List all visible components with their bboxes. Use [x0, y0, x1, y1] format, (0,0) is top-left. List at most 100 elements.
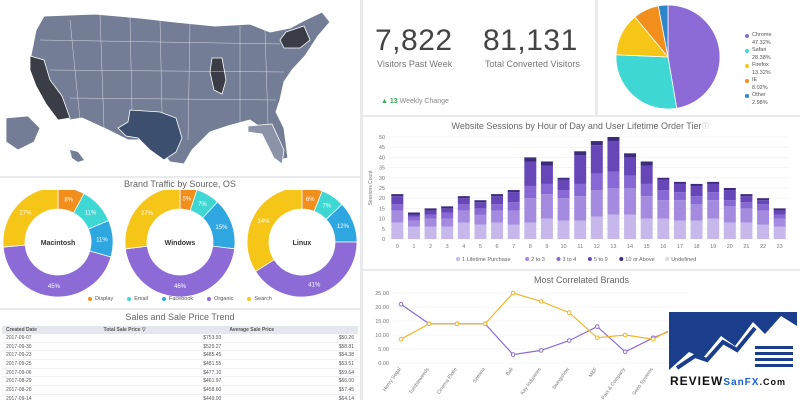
donut-legend-item-organic[interactable]: Organic [207, 296, 233, 302]
bar-segment[interactable] [607, 137, 620, 142]
bar-segment[interactable] [540, 165, 553, 184]
bar-segment[interactable] [707, 181, 720, 184]
bar-segment[interactable] [424, 210, 437, 215]
bar-segment[interactable] [624, 157, 637, 176]
table-row[interactable]: 2017-09-14 $449.00 $64.14 [2, 394, 358, 400]
data-point[interactable] [510, 352, 516, 357]
bar-segment[interactable] [657, 218, 670, 239]
bar-segment[interactable] [740, 196, 753, 203]
bar-segment[interactable] [574, 183, 587, 197]
bar-segment[interactable] [657, 177, 670, 180]
bar-segment[interactable] [740, 202, 753, 209]
state-california[interactable] [29, 55, 71, 121]
data-point[interactable] [594, 335, 600, 341]
data-point[interactable] [482, 321, 488, 327]
bar-segment[interactable] [624, 188, 637, 215]
bar-segment[interactable] [574, 220, 587, 239]
bar-segment[interactable] [590, 216, 603, 239]
bar-segment[interactable] [657, 179, 670, 191]
bar-segment[interactable] [590, 173, 603, 191]
legend-item-safari[interactable]: Safari [745, 47, 772, 55]
bar-segment[interactable] [690, 204, 703, 221]
bar-segment[interactable] [474, 214, 487, 225]
data-point[interactable] [398, 336, 404, 342]
bar-segment[interactable] [391, 222, 404, 239]
bar-segment[interactable] [624, 175, 637, 188]
bar-segment[interactable] [507, 190, 520, 193]
bar-segment[interactable] [457, 198, 470, 205]
bar-segment[interactable] [574, 196, 587, 221]
bar-segment[interactable] [723, 190, 736, 201]
bar-segment[interactable] [424, 208, 437, 211]
bar-segment[interactable] [407, 214, 420, 217]
state-texas[interactable] [117, 109, 183, 161]
bar-segment[interactable] [524, 161, 537, 186]
data-point[interactable] [510, 290, 516, 296]
bar-segment[interactable] [657, 190, 670, 201]
bar-segment[interactable] [540, 161, 553, 166]
bar-segment[interactable] [407, 216, 420, 221]
data-point[interactable] [454, 321, 460, 327]
bar-segment[interactable] [474, 224, 487, 239]
legend-item-other[interactable]: Other [745, 92, 772, 100]
bar-segment[interactable] [673, 220, 686, 239]
bar-segment[interactable] [557, 220, 570, 239]
bar-segment[interactable] [507, 210, 520, 225]
data-point[interactable] [566, 338, 572, 343]
bar-segment[interactable] [607, 171, 620, 188]
bar-segment[interactable] [673, 192, 686, 201]
bar-segment[interactable] [757, 210, 770, 225]
donut-legend-item-email[interactable]: Email [127, 296, 148, 302]
donut-slice[interactable] [255, 241, 358, 298]
bar-segment[interactable] [391, 204, 404, 211]
bar-segment[interactable] [491, 196, 504, 205]
col-average-sale-price[interactable]: Average Sale Price [225, 326, 358, 334]
bar-segment[interactable] [391, 194, 404, 197]
bar-segment[interactable] [407, 212, 420, 215]
bar-segment[interactable] [540, 194, 553, 219]
bar-segment[interactable] [407, 226, 420, 239]
bar-segment[interactable] [441, 218, 454, 227]
bar-segment[interactable] [457, 196, 470, 199]
table-row[interactable]: 2017-08-29 $461.97 $66.00 [2, 376, 358, 387]
bar-segment[interactable] [507, 192, 520, 203]
data-point[interactable] [594, 324, 600, 329]
bar-segment[interactable] [607, 214, 620, 239]
data-point[interactable] [538, 299, 544, 304]
bar-segment[interactable] [491, 194, 504, 197]
table-row[interactable]: 2017-09-07 $753.93 $50.26 [2, 334, 358, 343]
bar-segment[interactable] [657, 200, 670, 219]
bar-legend-label[interactable]: 5 to 9 [594, 257, 608, 263]
pie-slice-other[interactable] [657, 4, 669, 58]
bar-segment[interactable] [740, 208, 753, 223]
data-point[interactable] [426, 321, 432, 327]
legend-item-ie[interactable]: IE [745, 77, 772, 85]
bar-segment[interactable] [673, 200, 686, 221]
bar-segment[interactable] [757, 200, 770, 205]
bar-legend-label[interactable]: 3 to 4 [563, 257, 577, 263]
bar-segment[interactable] [474, 208, 487, 215]
pie-slice-chrome[interactable] [667, 4, 721, 109]
bar-legend-label[interactable]: 2 to 3 [531, 257, 545, 263]
data-point[interactable] [650, 336, 656, 342]
bar-segment[interactable] [491, 210, 504, 223]
bar-segment[interactable] [441, 226, 454, 239]
bar-segment[interactable] [557, 198, 570, 221]
bar-segment[interactable] [690, 185, 703, 197]
bar-segment[interactable] [540, 218, 553, 239]
bar-segment[interactable] [524, 198, 537, 223]
bar-segment[interactable] [640, 183, 653, 197]
table-row[interactable]: 2017-09-23 $485.45 $54.38 [2, 350, 358, 361]
bar-segment[interactable] [557, 177, 570, 180]
info-icon[interactable]: ⓘ [702, 123, 709, 130]
bar-segment[interactable] [740, 194, 753, 197]
data-point[interactable] [566, 310, 572, 315]
bar-segment[interactable] [557, 190, 570, 199]
bar-segment[interactable] [474, 202, 487, 209]
bar-segment[interactable] [607, 188, 620, 215]
bar-segment[interactable] [773, 214, 786, 219]
bar-segment[interactable] [723, 206, 736, 223]
bar-segment[interactable] [673, 181, 686, 184]
bar-legend-label[interactable]: 1 Lifetime Purchase [462, 257, 511, 263]
table-row[interactable]: 2017-09-30 $529.27 $58.81 [2, 342, 358, 352]
